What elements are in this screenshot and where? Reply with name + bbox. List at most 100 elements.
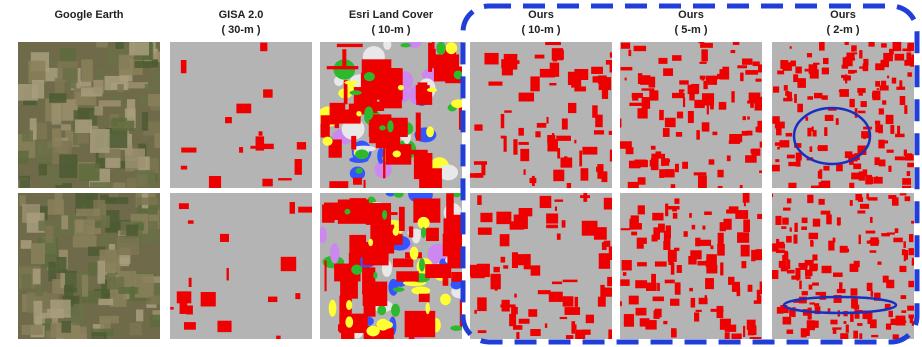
built-up-patch xyxy=(609,246,622,260)
built-up-patch xyxy=(659,110,664,120)
built-up-patch xyxy=(503,265,508,268)
built-up-patch xyxy=(840,246,848,253)
field-patch xyxy=(78,163,99,180)
built-up-patch xyxy=(751,149,760,156)
built-up-patch xyxy=(845,151,853,158)
built-up-patch xyxy=(797,104,803,113)
field-patch xyxy=(52,128,61,146)
built-up-patch xyxy=(887,232,895,234)
built-up-patch xyxy=(674,331,677,337)
built-up-patch xyxy=(295,159,302,175)
built-up-patch xyxy=(596,167,601,172)
field-patch xyxy=(107,273,116,289)
built-up-patch xyxy=(383,148,385,178)
built-up-patch xyxy=(744,202,746,207)
built-up-patch xyxy=(290,202,295,214)
built-up-patch xyxy=(478,330,487,333)
class-patch xyxy=(345,316,353,327)
field-patch xyxy=(50,300,70,318)
built-up-patch xyxy=(560,317,567,319)
built-up-patch xyxy=(821,181,830,189)
built-up-patch xyxy=(276,336,280,347)
built-up-patch xyxy=(801,329,810,336)
map-panel xyxy=(170,42,312,189)
column-resolution: ( 5-m ) xyxy=(675,24,708,36)
field-patch xyxy=(21,274,31,289)
column-resolution: ( 2-m ) xyxy=(827,24,860,36)
class-patch xyxy=(419,258,425,271)
class-patch xyxy=(379,125,386,130)
field-patch xyxy=(33,269,41,285)
built-up-patch xyxy=(689,92,694,101)
built-up-patch xyxy=(571,321,575,334)
built-up-patch xyxy=(661,159,670,162)
built-up-patch xyxy=(706,265,717,274)
built-up-patch xyxy=(702,122,710,131)
built-up-patch xyxy=(608,329,617,343)
built-up-patch xyxy=(779,261,786,268)
built-up-patch xyxy=(821,211,831,215)
class-patch xyxy=(382,210,387,220)
field-patch xyxy=(145,84,163,90)
built-up-patch xyxy=(720,319,731,330)
built-up-patch xyxy=(621,67,633,70)
built-up-patch xyxy=(366,203,391,225)
built-up-patch xyxy=(775,142,780,146)
built-up-patch xyxy=(628,50,631,56)
built-up-patch xyxy=(475,173,484,178)
built-up-patch xyxy=(184,322,196,330)
built-up-patch xyxy=(904,105,907,114)
panel-content xyxy=(771,193,921,342)
built-up-patch xyxy=(793,74,798,82)
panel-content xyxy=(15,38,178,205)
built-up-patch xyxy=(731,50,736,53)
built-up-patch xyxy=(777,307,784,314)
built-up-patch xyxy=(540,69,555,78)
built-up-patch xyxy=(575,297,579,307)
field-patch xyxy=(34,301,43,324)
built-up-patch xyxy=(493,267,499,272)
built-up-patch xyxy=(850,200,853,206)
built-up-patch xyxy=(651,158,659,170)
field-patch xyxy=(139,95,148,106)
built-up-patch xyxy=(786,133,792,137)
built-up-patch xyxy=(899,80,902,87)
built-up-patch xyxy=(562,50,564,59)
built-up-patch xyxy=(875,125,882,133)
built-up-patch xyxy=(432,42,434,69)
built-up-patch xyxy=(581,168,589,180)
built-up-patch xyxy=(557,233,561,239)
class-patch xyxy=(350,90,362,95)
built-up-patch xyxy=(787,92,792,101)
built-up-patch xyxy=(704,211,712,214)
built-up-patch xyxy=(872,91,880,101)
built-up-patch xyxy=(847,58,855,61)
map-panel xyxy=(170,193,313,347)
built-up-patch xyxy=(630,223,642,230)
built-up-patch xyxy=(836,164,843,171)
built-up-patch xyxy=(574,86,586,91)
built-up-patch xyxy=(790,61,796,67)
field-patch xyxy=(32,80,44,99)
built-up-patch xyxy=(339,314,367,333)
built-up-patch xyxy=(351,136,356,150)
class-patch xyxy=(344,81,358,85)
built-up-patch xyxy=(512,60,520,64)
built-up-patch xyxy=(892,78,896,84)
built-up-patch xyxy=(409,226,413,237)
built-up-patch xyxy=(337,44,363,47)
built-up-patch xyxy=(546,213,558,223)
class-patch xyxy=(393,150,401,157)
built-up-patch xyxy=(745,155,757,162)
built-up-patch xyxy=(227,268,229,280)
figure: Google Earth GISA 2.0 ( 30-m ) Esri Land… xyxy=(0,0,922,347)
class-patch xyxy=(383,39,391,49)
field-patch xyxy=(98,299,113,305)
built-up-patch xyxy=(747,116,750,119)
field-patch xyxy=(49,93,66,103)
built-up-patch xyxy=(729,141,740,144)
field-patch xyxy=(142,112,148,131)
built-up-patch xyxy=(837,289,846,293)
class-patch xyxy=(391,304,400,317)
built-up-patch xyxy=(509,314,516,326)
